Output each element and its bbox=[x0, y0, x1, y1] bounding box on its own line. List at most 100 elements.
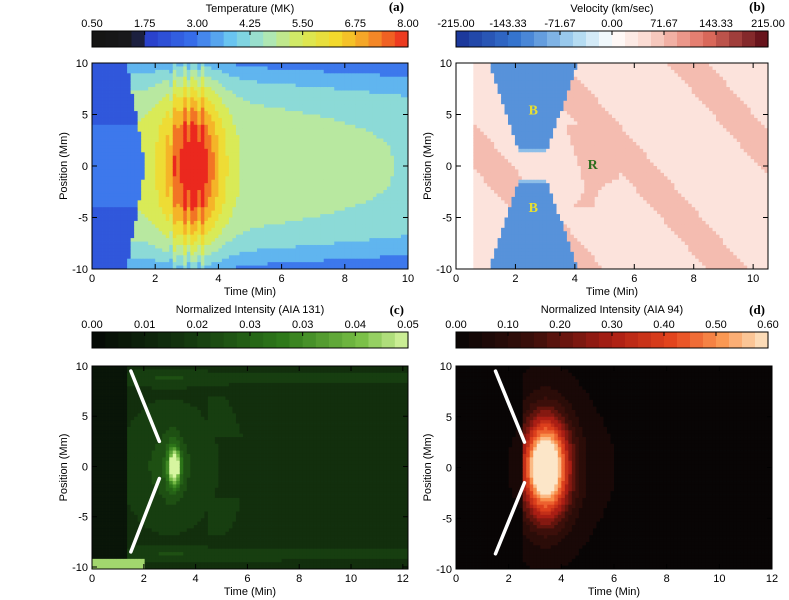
heatmap-cell bbox=[261, 135, 265, 139]
heatmap-cell bbox=[362, 221, 366, 225]
heatmap-cell bbox=[380, 94, 384, 98]
heatmap-cell bbox=[92, 193, 96, 197]
heatmap-cell bbox=[110, 142, 114, 146]
heatmap-cell bbox=[289, 193, 293, 197]
heatmap-cell bbox=[187, 128, 191, 132]
heatmap-cell bbox=[313, 135, 317, 139]
heatmap-cell bbox=[222, 176, 226, 180]
heatmap-cell bbox=[103, 63, 107, 67]
heatmap-cell bbox=[106, 221, 110, 225]
heatmap-cell bbox=[162, 118, 166, 122]
heatmap-cell bbox=[310, 145, 314, 149]
heatmap-cell bbox=[289, 190, 293, 194]
heatmap-cell bbox=[138, 108, 142, 112]
heatmap-cell bbox=[292, 128, 296, 132]
heatmap-cell bbox=[341, 193, 345, 197]
heatmap-cell bbox=[243, 255, 247, 259]
heatmap-cell bbox=[159, 108, 163, 112]
heatmap-cell bbox=[250, 207, 254, 211]
heatmap-cell bbox=[366, 197, 370, 201]
heatmap-cell bbox=[229, 228, 233, 232]
heatmap-cell bbox=[324, 97, 328, 101]
heatmap-cell bbox=[261, 94, 265, 98]
heatmap-cell bbox=[173, 248, 177, 252]
heatmap-cell bbox=[99, 108, 103, 112]
heatmap-cell bbox=[173, 166, 177, 170]
heatmap-cell bbox=[257, 248, 261, 252]
heatmap-cell bbox=[103, 176, 107, 180]
heatmap-cell bbox=[117, 142, 121, 146]
heatmap-cell bbox=[239, 180, 243, 184]
heatmap-cell bbox=[303, 211, 307, 215]
heatmap-cell bbox=[169, 248, 173, 252]
heatmap-cell bbox=[236, 132, 240, 136]
heatmap-cell bbox=[145, 152, 149, 156]
heatmap-cell bbox=[113, 204, 117, 208]
heatmap-cell bbox=[131, 190, 135, 194]
heatmap-cell bbox=[183, 183, 187, 187]
heatmap-cell bbox=[289, 90, 293, 94]
heatmap-cell bbox=[296, 135, 300, 139]
heatmap-cell bbox=[352, 193, 356, 197]
heatmap-cell bbox=[376, 108, 380, 112]
heatmap-cell bbox=[194, 87, 198, 91]
heatmap-cell bbox=[282, 66, 286, 70]
heatmap-cell bbox=[334, 204, 338, 208]
heatmap-cell bbox=[218, 63, 222, 67]
heatmap-cell bbox=[285, 87, 289, 91]
heatmap-cell bbox=[285, 101, 289, 105]
heatmap-cell bbox=[275, 90, 279, 94]
heatmap-cell bbox=[264, 121, 268, 125]
heatmap-cell bbox=[134, 128, 138, 132]
heatmap-cell bbox=[366, 97, 370, 101]
heatmap-cell bbox=[369, 262, 373, 266]
heatmap-cell bbox=[127, 248, 131, 252]
heatmap-cell bbox=[296, 259, 300, 263]
heatmap-cell bbox=[222, 252, 226, 256]
heatmap-cell bbox=[275, 204, 279, 208]
heatmap-cell bbox=[250, 218, 254, 222]
heatmap-cell bbox=[134, 224, 138, 228]
heatmap-cell bbox=[285, 142, 289, 146]
heatmap-cell bbox=[236, 66, 240, 70]
heatmap-cell bbox=[369, 128, 373, 132]
heatmap-cell bbox=[289, 152, 293, 156]
heatmap-cell bbox=[355, 125, 359, 129]
heatmap-cell bbox=[373, 169, 377, 173]
heatmap-cell bbox=[359, 200, 363, 204]
heatmap-cell bbox=[292, 156, 296, 160]
heatmap-cell bbox=[327, 190, 331, 194]
heatmap-cell bbox=[145, 108, 149, 112]
heatmap-cell bbox=[208, 125, 212, 129]
heatmap-cell bbox=[359, 228, 363, 232]
heatmap-cell bbox=[331, 84, 335, 88]
heatmap-cell bbox=[113, 84, 117, 88]
heatmap-cell bbox=[190, 231, 194, 235]
heatmap-cell bbox=[99, 180, 103, 184]
heatmap-cell bbox=[166, 224, 170, 228]
heatmap-cell bbox=[183, 262, 187, 266]
heatmap-cell bbox=[222, 193, 226, 197]
heatmap-cell bbox=[306, 197, 310, 201]
heatmap-cell bbox=[110, 259, 114, 263]
heatmap-cell bbox=[299, 108, 303, 112]
heatmap-cell bbox=[296, 145, 300, 149]
heatmap-cell bbox=[338, 197, 342, 201]
heatmap-cell bbox=[261, 97, 265, 101]
heatmap-cell bbox=[334, 218, 338, 222]
heatmap-cell bbox=[313, 108, 317, 112]
heatmap-cell bbox=[257, 159, 261, 163]
heatmap-cell bbox=[369, 259, 373, 263]
heatmap-cell bbox=[334, 259, 338, 263]
heatmap-cell bbox=[201, 190, 205, 194]
heatmap-cell bbox=[264, 262, 268, 266]
heatmap-cell bbox=[334, 248, 338, 252]
heatmap-cell bbox=[271, 221, 275, 225]
heatmap-cell bbox=[159, 221, 163, 225]
heatmap-cell bbox=[215, 163, 219, 167]
heatmap-cell bbox=[282, 242, 286, 246]
heatmap-cell bbox=[204, 80, 208, 84]
heatmap-cell bbox=[180, 166, 184, 170]
heatmap-cell bbox=[117, 77, 121, 81]
heatmap-cell bbox=[148, 118, 152, 122]
